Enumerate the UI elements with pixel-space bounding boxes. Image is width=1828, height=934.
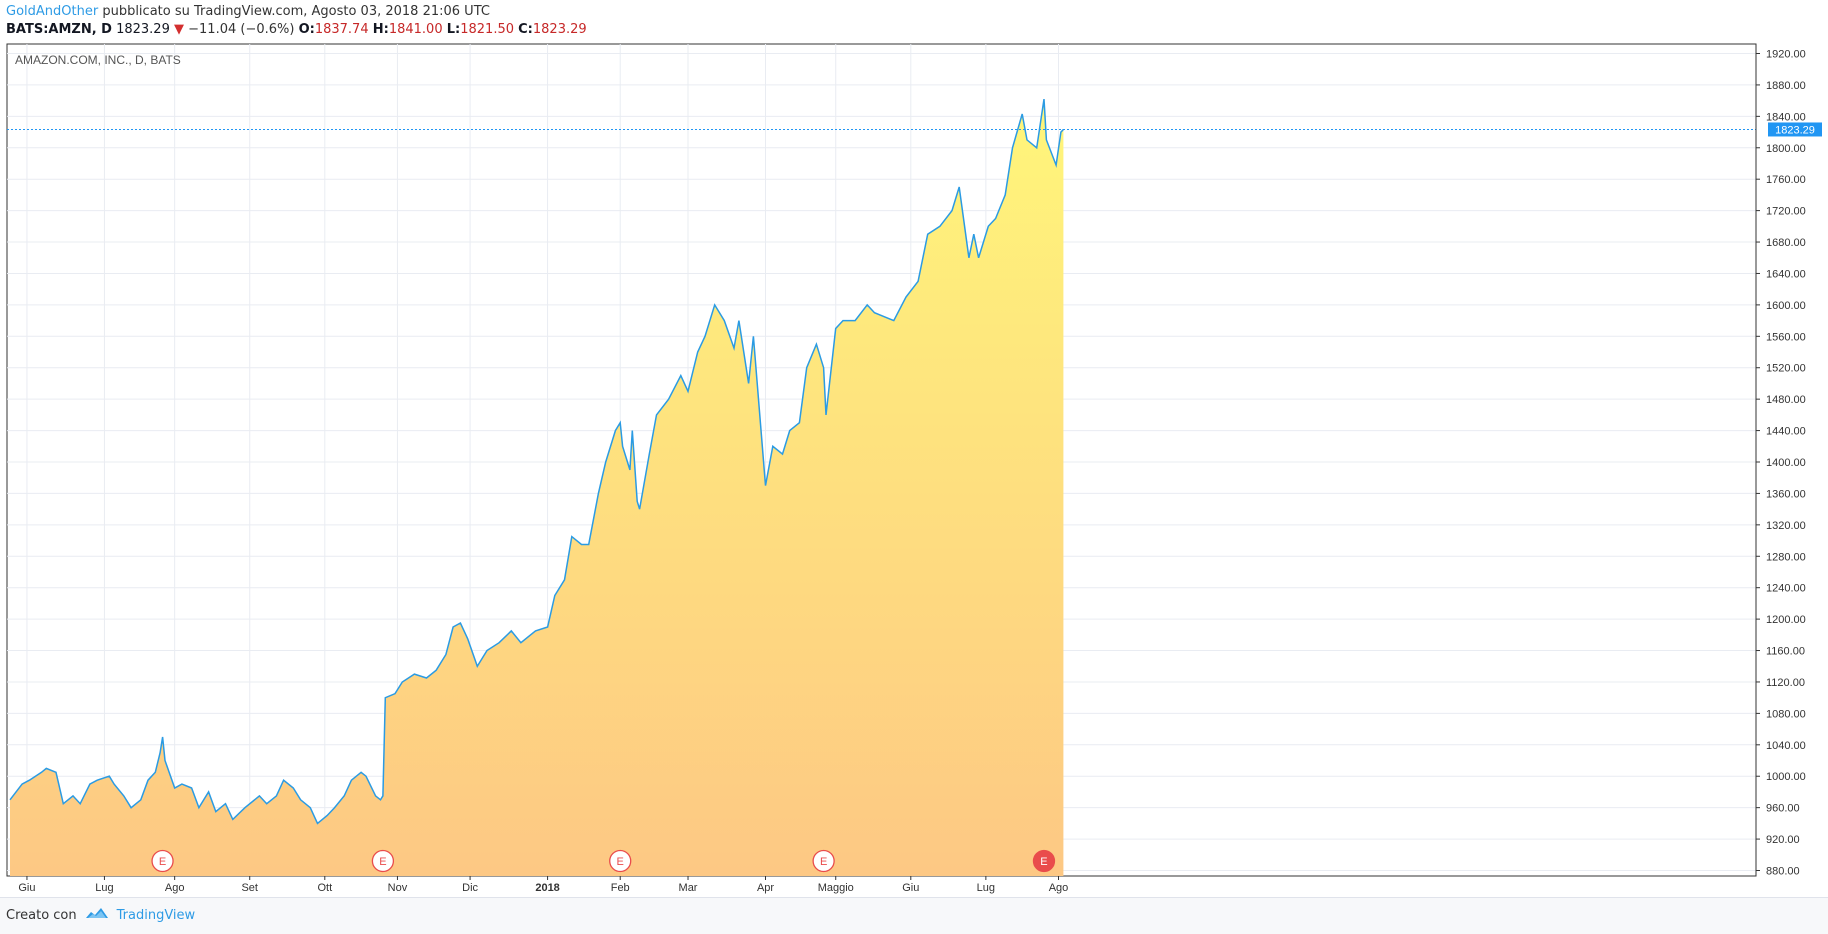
x-tick-label: Ago: [1049, 882, 1069, 894]
close-value: 1823.29: [532, 22, 587, 37]
y-tick-label: 1120.00: [1766, 677, 1805, 689]
footer-bar: [0, 897, 1828, 934]
x-tick-label: Ago: [165, 882, 185, 894]
price-change: −11.04 (−0.6%): [188, 22, 295, 37]
last-price-tag: 1823.29: [1768, 122, 1822, 137]
x-tick-label: Maggio: [818, 882, 854, 894]
x-tick-label: Set: [241, 882, 258, 894]
y-tick-label: 1080.00: [1766, 708, 1806, 720]
open-value: 1837.74: [314, 22, 369, 37]
publish-info: pubblicato su TradingView.com, Agosto 03…: [102, 4, 490, 19]
y-tick-label: 960.00: [1766, 803, 1800, 815]
earnings-marker-label: E: [1040, 856, 1047, 868]
y-tick-label: 1400.00: [1766, 457, 1806, 469]
x-tick-label: Nov: [388, 882, 408, 894]
brand-link[interactable]: TradingView: [116, 908, 196, 923]
time-axis[interactable]: Giu Lug Ago Set Ott Nov Dic 2018 Feb Mar Apr Maggio…: [18, 876, 1068, 894]
earnings-marker-icon[interactable]: [609, 849, 632, 873]
low-label: L:: [446, 22, 461, 37]
y-tick-label: 880.00: [1766, 866, 1800, 878]
y-tick-label: 1200.00: [1766, 614, 1806, 626]
earnings-marker-icon[interactable]: [812, 849, 835, 873]
author-link[interactable]: GoldAndOther: [6, 4, 99, 19]
y-tick-label: 920.00: [1766, 834, 1800, 846]
y-tick-label: 1760.00: [1766, 174, 1806, 186]
y-tick-label: 1480.00: [1766, 394, 1806, 406]
y-tick-label: 1800.00: [1766, 143, 1806, 155]
footer: Creato con TradingView: [6, 906, 195, 926]
earnings-marker-label: E: [617, 856, 624, 868]
open-label: O:: [298, 22, 315, 37]
x-tick-label: Lug: [95, 882, 113, 894]
x-tick-label: Ott: [317, 882, 332, 894]
earnings-marker-label: E: [379, 856, 386, 868]
x-tick-label: Giu: [18, 882, 35, 894]
chart-title: AMAZON.COM, INC., D, BATS: [15, 53, 181, 67]
earnings-marker-icon[interactable]: [151, 849, 174, 873]
earnings-marker-label: E: [159, 856, 166, 868]
y-tick-label: 1440.00: [1766, 426, 1806, 438]
price-axis[interactable]: 880.00 920.00 960.00 1000.00 1040.00 1080.00 1…: [1756, 49, 1806, 878]
y-tick-label: 1560.00: [1766, 331, 1806, 343]
y-tick-label: 1720.00: [1766, 206, 1806, 218]
y-tick-label: 1680.00: [1766, 237, 1806, 249]
x-tick-label: Dic: [462, 882, 478, 894]
x-tick-label: Feb: [611, 882, 630, 894]
price-line: [9, 98, 1064, 825]
x-tick-label: Lug: [977, 882, 995, 894]
low-value: 1821.50: [460, 22, 514, 37]
y-tick-label: 1240.00: [1766, 583, 1806, 595]
y-tick-label: 1040.00: [1766, 740, 1806, 752]
y-tick-label: 1000.00: [1766, 771, 1806, 783]
area-fill: [10, 99, 1064, 877]
y-tick-label: 1640.00: [1766, 268, 1806, 280]
x-tick-label: 2018: [535, 882, 559, 894]
price-chart[interactable]: 880.00 920.00 960.00 1000.00 1040.00 1080.00 1…: [0, 0, 1828, 897]
high-value: 1841.00: [388, 22, 443, 37]
symbol-label: BATS:AMZN, D: [6, 22, 112, 37]
high-label: H:: [372, 22, 389, 37]
y-tick-label: 1880.00: [1766, 80, 1806, 92]
y-tick-label: 1840.00: [1766, 111, 1806, 123]
close-label: C:: [518, 22, 533, 37]
last-price: 1823.29: [116, 22, 170, 37]
made-with-label: Creato con: [6, 908, 77, 923]
y-tick-label: 1360.00: [1766, 488, 1806, 500]
publish-header: GoldAndOther pubblicato su TradingView.c…: [6, 3, 490, 21]
earnings-marker-icon[interactable]: [1032, 849, 1056, 873]
tradingview-logo-icon[interactable]: [85, 906, 109, 926]
last-price-tag-label: 1823.29: [1775, 124, 1815, 136]
y-tick-label: 1920.00: [1766, 49, 1806, 61]
y-tick-label: 1520.00: [1766, 363, 1806, 375]
ohlc-bar: BATS:AMZN, D 1823.29 ▼ −11.04 (−0.6%) O:…: [6, 21, 587, 39]
earnings-marker-icon[interactable]: [371, 849, 395, 873]
earnings-marker-label: E: [820, 856, 827, 868]
x-tick-label: Giu: [902, 882, 919, 894]
y-tick-label: 1280.00: [1766, 551, 1806, 563]
x-tick-label: Apr: [757, 882, 774, 894]
y-tick-label: 1160.00: [1766, 646, 1805, 658]
x-tick-label: Mar: [679, 882, 698, 894]
y-tick-label: 1600.00: [1766, 300, 1806, 312]
down-arrow-icon: ▼: [174, 22, 184, 37]
y-tick-label: 1320.00: [1766, 520, 1806, 532]
